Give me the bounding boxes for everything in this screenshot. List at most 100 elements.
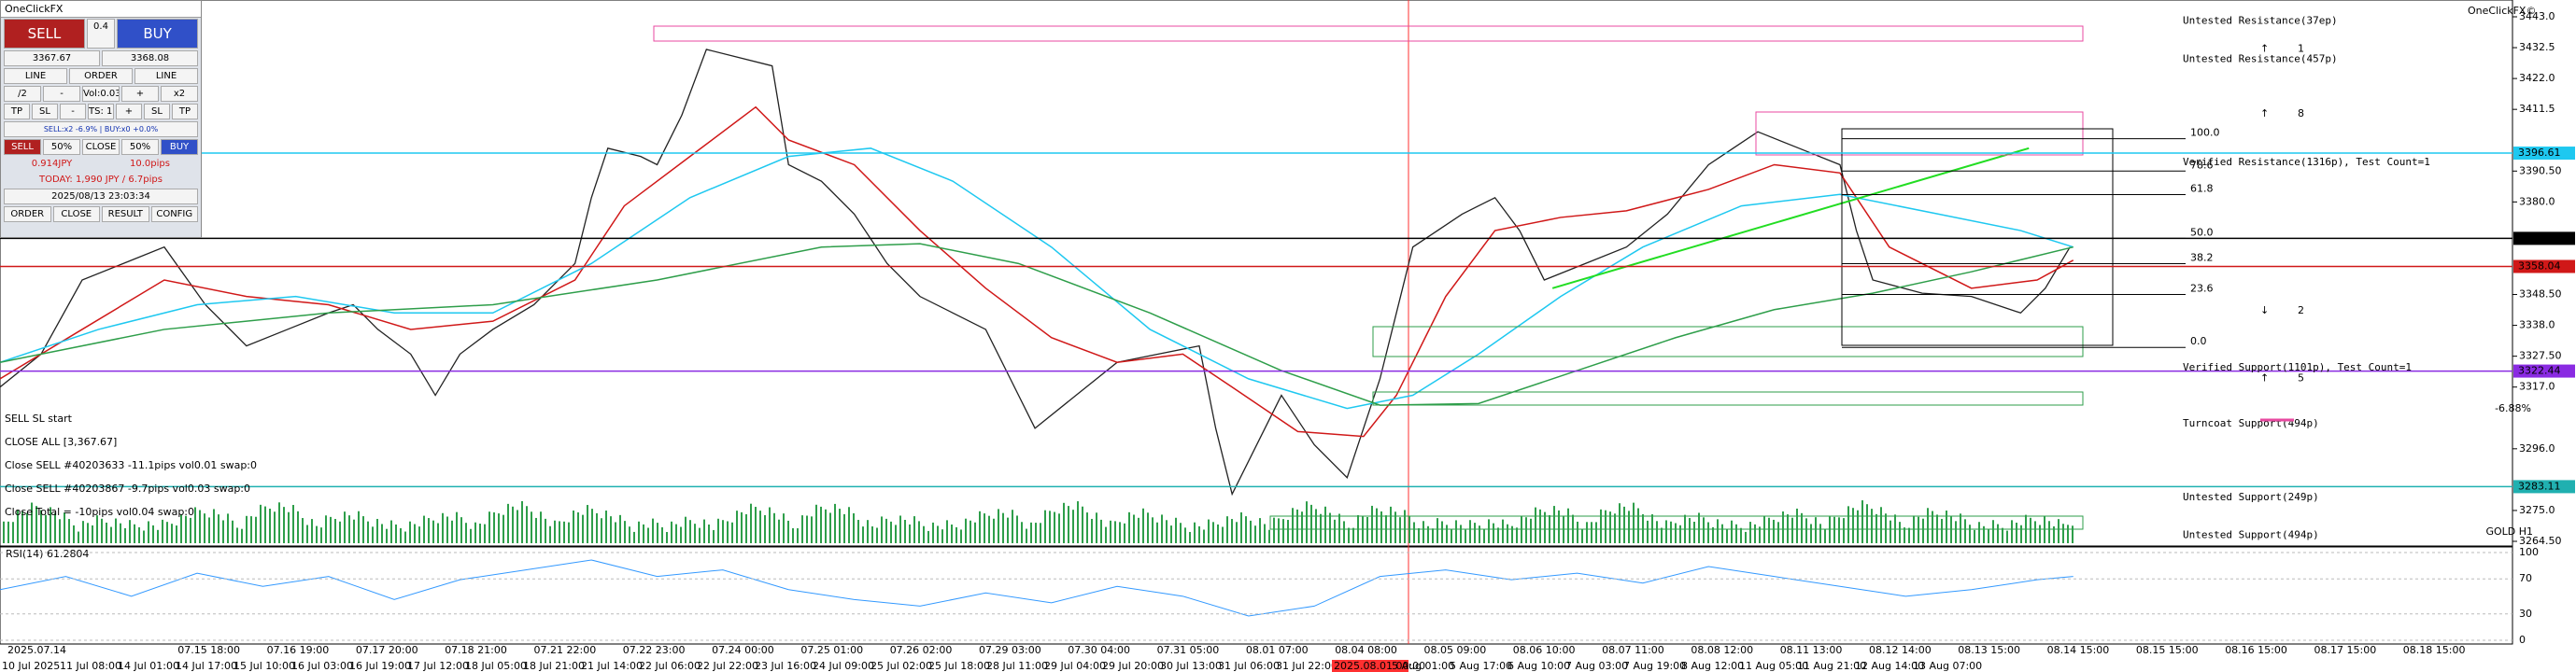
panel-button[interactable]: SELL: [4, 139, 41, 155]
time-top: 07.22 23:00: [623, 644, 686, 656]
panel-text: 2025/08/13 23:03:34: [4, 189, 198, 204]
change: -6.88%: [2495, 402, 2531, 414]
rsi-label: RSI(14) 61.2804: [6, 548, 89, 560]
panel-button[interactable]: SELL: [4, 19, 85, 49]
zone-label: Verified Support(1101p), Test Count=1: [2183, 361, 2412, 373]
panel-button[interactable]: RESULT: [102, 206, 149, 222]
panel-button[interactable]: -: [43, 86, 80, 102]
rsi-line: [0, 560, 2074, 616]
time-bottom: 6 Aug 10:00: [1507, 660, 1570, 672]
log-line: CLOSE ALL [3,367.67]: [5, 436, 117, 448]
time-bottom: 13 Aug 07:00: [1913, 660, 1982, 672]
zone-label: Untested Support(494p): [2183, 529, 2319, 541]
time-bottom: 24 Jul 09:00: [813, 660, 874, 672]
volume: [3, 500, 2074, 543]
time-top: 07.29 03:00: [979, 644, 1041, 656]
zone-box: [1755, 111, 2084, 156]
time-bottom: 10 Jul 2025: [2, 660, 60, 672]
time-top: 08.14 15:00: [2047, 644, 2110, 656]
time-bottom: 5 Aug 01:00: [1392, 660, 1454, 672]
panel-button[interactable]: Vol:0.03: [82, 86, 120, 102]
panel-row: 0.914JPY 10.0pips: [1, 156, 201, 172]
signal-count: 5: [2298, 371, 2304, 384]
copyright: OneClickFX©: [2468, 5, 2536, 17]
panel-text: SELL:x2 -6.9% | BUY:x0 +0.0%: [4, 121, 198, 137]
time-bottom: 18 Jul 05:00: [465, 660, 527, 672]
time-top: 08.08 12:00: [1691, 644, 1753, 656]
time-bottom: 14 Jul 17:00: [176, 660, 237, 672]
signal-arrow: ↑: [2260, 371, 2269, 384]
time-bottom: 25 Jul 02:00: [870, 660, 932, 672]
panel-button[interactable]: CLOSE: [52, 206, 100, 222]
price-tag: [2513, 364, 2575, 378]
panel-button[interactable]: TP: [4, 104, 30, 119]
price-label: 3348.50: [2519, 288, 2562, 301]
panel-button[interactable]: +: [116, 104, 142, 119]
price-tag: [2513, 480, 2575, 494]
panel-button[interactable]: ORDER: [69, 68, 133, 84]
ma-slow: [0, 244, 2074, 405]
panel-button[interactable]: LINE: [4, 68, 67, 84]
panel-row: /2- Vol:0.03 + x2: [1, 85, 201, 103]
fib-label: 0.0: [2190, 335, 2207, 347]
time-bottom: 22 Jul 22:00: [697, 660, 758, 672]
time-top: 07.26 02:00: [890, 644, 953, 656]
price-tag-label: 3367.60: [2518, 231, 2561, 244]
rsi-pane: [0, 546, 2513, 645]
zone-label: Untested Support(249p): [2183, 491, 2319, 503]
panel-row: TODAY: 1,990 JPY / 6.7pips: [1, 172, 201, 188]
zone-label: Untested Resistance(457p): [2183, 53, 2338, 65]
rsi-tick: 0: [2519, 634, 2526, 646]
signal-count: 2: [2298, 304, 2304, 316]
panel-button[interactable]: x2: [161, 86, 198, 102]
time-bottom: 14 Jul 01:00: [118, 660, 179, 672]
time-bottom: 2025.08.01 00:00: [1334, 660, 1425, 672]
panel-button[interactable]: /2: [4, 86, 41, 102]
panel-button[interactable]: CLOSE: [82, 139, 120, 155]
panel-button[interactable]: 50%: [43, 139, 80, 155]
panel-button[interactable]: 50%: [121, 139, 159, 155]
panel-row: ORDER CLOSE RESULT CONFIG: [1, 205, 201, 223]
fib-label: 100.0: [2190, 127, 2220, 139]
panel-text: 3368.08: [102, 50, 198, 66]
time-top: 07.16 19:00: [267, 644, 330, 656]
panel-button[interactable]: BUY: [117, 19, 198, 49]
panel-button[interactable]: ORDER: [4, 206, 51, 222]
panel-text: 10.0pips: [130, 159, 170, 169]
time-bottom: 31 Jul 06:00: [1218, 660, 1280, 672]
time-bottom: 30 Jul 13:00: [1160, 660, 1222, 672]
panel-button[interactable]: SL: [32, 104, 58, 119]
zone-box: [1372, 391, 2084, 406]
panel-button[interactable]: +: [121, 86, 159, 102]
panel-button[interactable]: BUY: [161, 139, 198, 155]
zone-label: Turncoat Support(494p): [2183, 417, 2319, 429]
time-bottom: 7 Aug 19:00: [1623, 660, 1686, 672]
time-bottom: 23 Jul 16:00: [755, 660, 816, 672]
log-line: SELL SL start: [5, 413, 73, 425]
price-tag-label: 3283.11: [2518, 480, 2561, 492]
panel-button[interactable]: CONFIG: [150, 206, 198, 222]
panel-button[interactable]: SL: [144, 104, 170, 119]
panel-row: SELL:x2 -6.9% | BUY:x0 +0.0%: [1, 120, 201, 138]
panel-button[interactable]: TP: [172, 104, 198, 119]
time-top: 07.15 18:00: [177, 644, 240, 656]
time-bottom: 31 Jul 22:00: [1276, 660, 1338, 672]
panel-title: OneClickFX: [1, 1, 201, 18]
symbol: GOLD H1: [2485, 525, 2533, 538]
panel-button[interactable]: TS: 10: [88, 104, 114, 119]
time-bottom: 29 Jul 20:00: [1102, 660, 1164, 672]
price-label: 3390.50: [2519, 164, 2562, 176]
price-tag: [2513, 231, 2575, 245]
rsi-tick: 70: [2519, 572, 2532, 584]
time-top: 2025.07.14: [7, 644, 66, 656]
time-bottom: 16 Jul 19:00: [349, 660, 411, 672]
panel-button[interactable]: -: [60, 104, 86, 119]
time-top: 07.18 21:00: [445, 644, 507, 656]
time-top: 08.11 13:00: [1780, 644, 1843, 656]
time-top: 08.17 15:00: [2314, 644, 2377, 656]
price-tag: [2513, 259, 2575, 273]
panel-button[interactable]: LINE: [134, 68, 198, 84]
fib-box: [1841, 128, 2114, 346]
price-label: 3422.0: [2519, 72, 2555, 84]
